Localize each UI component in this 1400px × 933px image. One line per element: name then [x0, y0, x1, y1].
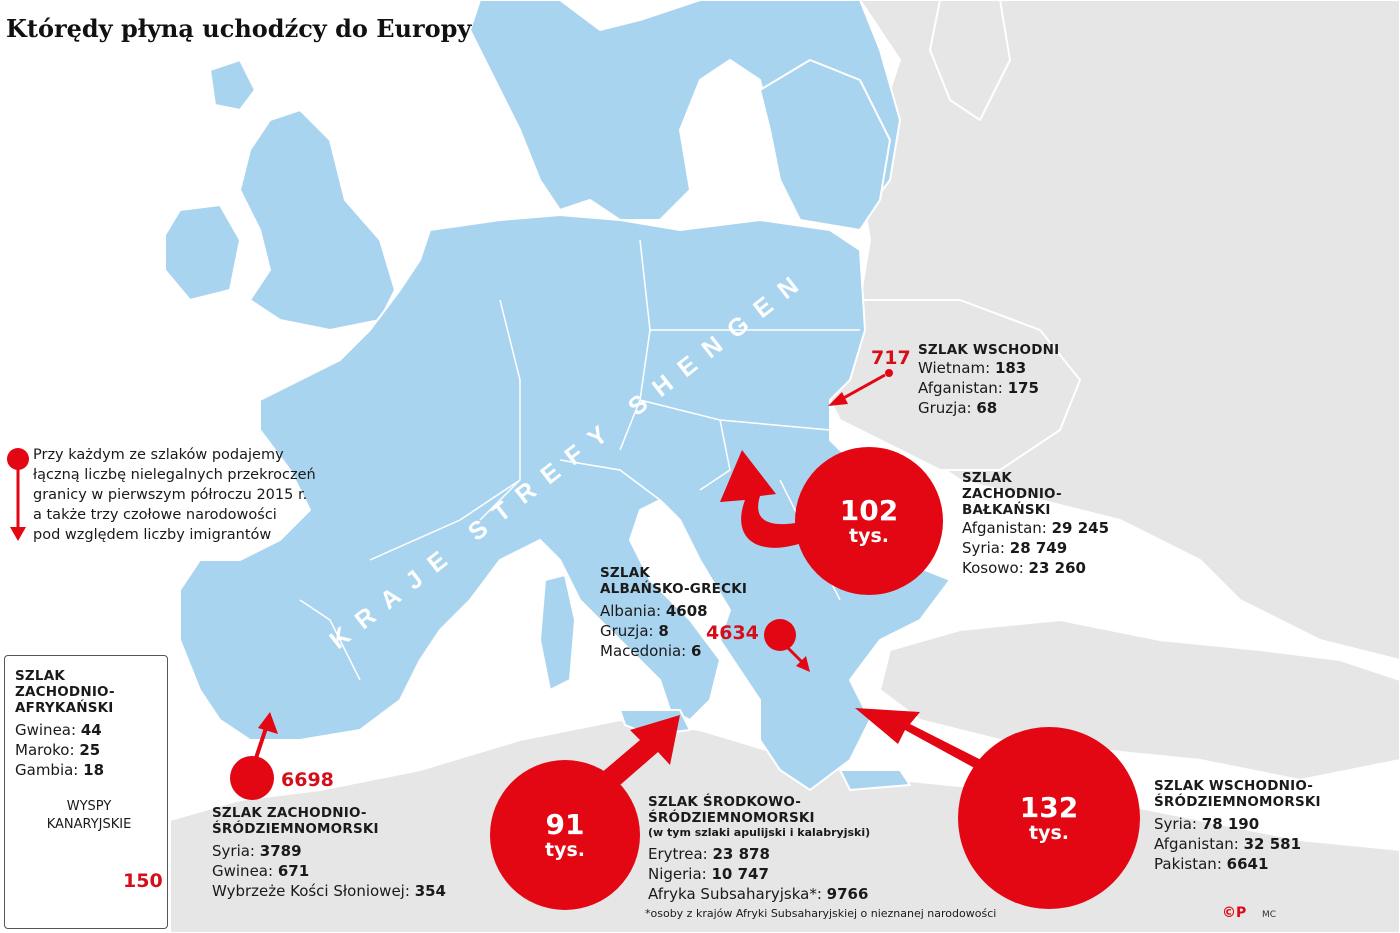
route-name-line: SZLAK ŚRODKOWO-	[648, 794, 802, 810]
route-albania-greece-total: 4634	[706, 622, 759, 644]
route-row: Syria: 3789	[212, 842, 302, 860]
route-east-med-total: 132	[1019, 791, 1079, 824]
arrow-wm-head	[258, 712, 278, 734]
route-east-med-info: SZLAK WSCHODNIO- ŚRÓDZIEMNOMORSKI Syria:…	[1154, 778, 1321, 874]
route-row: Afryka Subsaharyjska*: 9766	[648, 885, 869, 903]
route-row: Syria: 28 749	[962, 539, 1068, 557]
route-row: Gwinea: 671	[212, 862, 310, 880]
credit-author: MC	[1262, 910, 1277, 920]
canary-islands-label: WYSPY KANARYJSKIE	[46, 799, 132, 832]
legend-marker	[7, 448, 29, 541]
route-east-total: 717	[871, 347, 911, 369]
page-title: Którędy płyną uchodźcy do Europy	[6, 14, 472, 43]
route-name-line: SZLAK ZACHODNIO-	[212, 805, 367, 821]
route-row: Gruzja: 68	[918, 399, 998, 417]
route-row: Afganistan: 32 581	[1154, 835, 1302, 853]
route-west-balkan-circle: 102 tys.	[795, 447, 943, 595]
land-iceland-ish	[209, 59, 256, 111]
route-row: Afganistan: 29 245	[962, 519, 1110, 537]
route-central-med-total: 91	[545, 808, 585, 841]
route-row: Syria: 78 190	[1154, 815, 1260, 833]
route-row: Gambia: 18	[15, 761, 105, 779]
route-row: Kosowo: 23 260	[962, 559, 1086, 577]
land-finland-baltics	[759, 59, 891, 231]
land-nw-russia	[929, 0, 1011, 121]
route-row: Erytrea: 23 878	[648, 845, 770, 863]
arrow-alb-head	[796, 656, 810, 672]
route-west-med-info: SZLAK ZACHODNIO- ŚRÓDZIEMNOMORSKI Syria:…	[212, 805, 446, 901]
footnote: *osoby z krajów Afryki Subsaharyjskiej o…	[645, 907, 997, 920]
legend-line: granicy w pierwszym półroczu 2015 r.	[33, 487, 308, 503]
land-ireland	[164, 204, 241, 301]
route-row: Maroko: 25	[15, 741, 101, 759]
route-west-balkan-unit: tys.	[849, 525, 889, 547]
legend-line: pod względem liczby imigrantów	[33, 527, 272, 543]
route-name-line: SZLAK	[962, 470, 1013, 486]
route-west-balkan-total: 102	[839, 494, 899, 527]
dot-east	[885, 369, 893, 377]
route-row: Wietnam: 183	[918, 359, 1027, 377]
arrow-east-line	[839, 373, 886, 402]
route-east-name: SZLAK WSCHODNI	[918, 342, 1060, 358]
land-britain	[239, 109, 396, 331]
route-name-line: SZLAK WSCHODNIO-	[1154, 778, 1314, 794]
route-name-line: ŚRÓDZIEMNOMORSKI	[648, 810, 815, 826]
route-east-med-circle: 132 tys.	[958, 727, 1140, 909]
route-name-line: ALBAŃSKO-GRECKI	[600, 581, 748, 597]
route-row: Wybrzeże Kości Słoniowej: 354	[212, 882, 446, 900]
route-west-balkan-info: SZLAK ZACHODNIO- BAŁKAŃSKI Afganistan: 2…	[962, 470, 1109, 578]
internal-borders	[299, 239, 860, 681]
route-name-line: SZLAK	[15, 668, 66, 684]
route-east-med-unit: tys.	[1029, 822, 1069, 844]
route-row: Afganistan: 175	[918, 379, 1039, 397]
legend-line: łączną liczbę nielegalnych przekroczeń	[33, 467, 316, 483]
route-row: Gwinea: 44	[15, 721, 102, 739]
route-row: Macedonia: 6	[600, 642, 702, 660]
route-name-line: SZLAK	[600, 565, 651, 581]
route-name-line: ŚRÓDZIEMNOMORSKI	[212, 821, 379, 837]
credit-logo: ©P	[1222, 905, 1247, 921]
route-west-africa-total: 150	[123, 870, 163, 892]
arrow-alb-line	[783, 643, 804, 664]
route-row: Pakistan: 6641	[1154, 855, 1269, 873]
route-central-med-circle: 91 tys.	[490, 760, 640, 910]
route-row: Nigeria: 10 747	[648, 865, 769, 883]
land-crete	[839, 769, 911, 791]
arrow-west-balkan	[720, 450, 810, 548]
land-sardinia-corsica	[539, 574, 576, 691]
arrow-east-head	[828, 392, 848, 406]
route-name-line: BAŁKAŃSKI	[962, 502, 1051, 518]
dot-west-med	[230, 756, 274, 800]
dot-albania-greece	[764, 619, 796, 651]
route-albania-greece-info: SZLAK ALBAŃSKO-GRECKI Albania: 4608 Gruz…	[600, 565, 747, 661]
legend-line: Przy każdym ze szlaków podajemy	[33, 447, 284, 463]
route-central-med-unit: tys.	[545, 839, 585, 861]
route-name-line: AFRYKAŃSKI	[15, 700, 114, 716]
arrow-wm-line	[254, 727, 268, 759]
route-central-med-info: SZLAK ŚRODKOWO- ŚRÓDZIEMNOMORSKI (w tym …	[648, 794, 870, 904]
route-east-info: SZLAK WSCHODNI Wietnam: 183 Afganistan: …	[918, 342, 1059, 418]
route-name-line: ŚRÓDZIEMNOMORSKI	[1154, 794, 1321, 810]
land-continent	[179, 214, 951, 791]
route-row: Gruzja: 8	[600, 622, 669, 640]
route-name-line: ZACHODNIO-	[962, 486, 1062, 502]
legend-line: a także trzy czołowe narodowości	[33, 507, 277, 523]
route-west-africa-info: SZLAK ZACHODNIO- AFRYKAŃSKI Gwinea: 44 M…	[15, 668, 115, 780]
route-row: Albania: 4608	[600, 602, 708, 620]
route-subtitle: (w tym szlaki apulijski i kalabryjski)	[648, 826, 871, 839]
schengen-land	[164, 0, 951, 791]
route-west-med-total: 6698	[281, 769, 334, 791]
arrow-east-med	[855, 708, 1005, 782]
canary-inset: SZLAK ZACHODNIO- AFRYKAŃSKI Gwinea: 44 M…	[4, 655, 168, 929]
route-name-line: ZACHODNIO-	[15, 684, 115, 700]
